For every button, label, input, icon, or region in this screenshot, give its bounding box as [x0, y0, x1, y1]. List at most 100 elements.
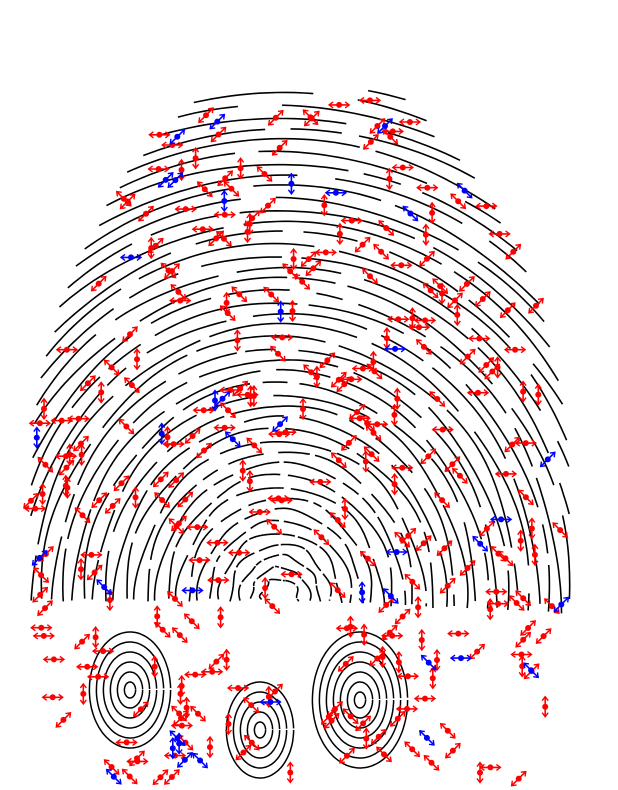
ridge-segment: [347, 285, 494, 385]
ridge-loop: [225, 681, 295, 779]
ridge-ending-marker: [414, 596, 422, 619]
ridge-ending-marker: [236, 391, 259, 399]
ridge-segment: [258, 150, 428, 185]
ridge-ending-marker: [535, 628, 552, 644]
ridge-segment: [527, 593, 530, 611]
ridge-ending-marker: [394, 608, 411, 625]
ridge-segment: [295, 585, 299, 599]
ridge-segment: [361, 497, 376, 514]
ridge-loop: [232, 691, 288, 769]
ridge-segment: [353, 371, 422, 419]
bifurcation-marker: [167, 172, 184, 188]
ridge-segment: [124, 339, 201, 387]
ridge-segment: [106, 163, 349, 207]
ridge-ending-marker: [176, 682, 185, 705]
ridge-segment: [446, 409, 513, 548]
ridge-ending-marker: [400, 527, 417, 544]
ridge-ending-marker: [151, 655, 159, 678]
ridge-segment: [275, 196, 459, 251]
ridge-ending-marker: [330, 371, 347, 388]
ridge-segment: [36, 333, 97, 406]
ridge-ending-marker: [58, 459, 75, 476]
ridge-ending-marker: [274, 428, 297, 436]
ridge-segment: [132, 381, 188, 424]
ridge-ending-marker: [243, 697, 260, 713]
ridge-segment: [514, 427, 534, 467]
ridge-segment: [245, 348, 276, 353]
ridge-segment: [143, 128, 266, 157]
ridge-loop: [102, 651, 158, 729]
ridge-segment: [465, 383, 539, 508]
ridge-ending-marker: [73, 435, 89, 452]
ridge-ending-marker: [320, 194, 328, 217]
ridge-ending-marker: [363, 134, 379, 150]
ridge-segment: [30, 421, 63, 486]
ridge-ending-marker: [515, 631, 532, 648]
ridge-ending-marker: [76, 663, 99, 671]
ridge-segment: [305, 549, 322, 572]
ridge-ending-marker: [219, 386, 242, 394]
ridge-segment: [236, 487, 284, 497]
ridge-ending-marker: [247, 385, 255, 408]
ridge-ending-marker: [113, 475, 130, 492]
bifurcation-marker: [272, 416, 288, 432]
ridge-ending-marker: [39, 482, 47, 506]
bifurcation-marker: [259, 698, 282, 706]
ridge-ending-marker: [453, 303, 461, 327]
ridge-ending-marker: [391, 163, 414, 172]
ridge-segment: [99, 509, 116, 553]
ridge-ending-marker: [147, 237, 164, 254]
ridge-ending-marker: [86, 673, 110, 681]
ridge-segment: [40, 308, 115, 379]
ridge-ending-marker: [62, 474, 70, 497]
ridge-ending-marker: [174, 205, 197, 213]
bifurcation-marker: [449, 654, 473, 662]
ridge-ending-marker: [177, 491, 194, 508]
ridge-ending-marker: [504, 436, 521, 453]
ridge-ending-marker: [346, 615, 355, 638]
bifurcation-marker: [539, 451, 556, 468]
ridge-ending-marker: [520, 620, 536, 636]
ridge-segment: [320, 483, 336, 493]
ridge-segment: [423, 487, 454, 576]
ridge-ending-marker: [24, 505, 47, 513]
ridge-ending-marker: [126, 757, 149, 765]
ridge-segment: [299, 277, 336, 284]
ridge-segment: [341, 506, 371, 549]
ridge-segment: [366, 468, 399, 510]
ridge-segment: [394, 204, 540, 305]
ridge-ending-marker: [445, 742, 461, 759]
ridge-segment: [255, 560, 262, 566]
ridge-ending-marker: [517, 529, 525, 552]
ridge-ending-marker: [431, 426, 454, 434]
ridge-segment: [262, 381, 288, 384]
ridge-ending-marker: [103, 359, 120, 376]
ridge-ending-marker: [494, 470, 518, 478]
ridge-segment: [290, 488, 337, 505]
ridge-segment: [393, 424, 427, 453]
ridge-segment: [67, 439, 120, 540]
ridge-segment: [64, 493, 76, 523]
ridge-ending-marker: [264, 598, 281, 614]
ridge-ending-marker: [423, 754, 440, 771]
ridge-ending-marker: [246, 437, 263, 454]
ridge-segment: [209, 322, 358, 339]
ridge-segment: [150, 447, 191, 486]
ridge-segment: [477, 347, 550, 454]
ridge-ending-marker: [413, 695, 437, 703]
ridge-segment: [362, 553, 373, 603]
ridge-ending-marker: [459, 348, 476, 365]
ridge-segment: [363, 173, 402, 186]
ridge-ending-marker: [256, 166, 273, 182]
ridge-segment: [338, 345, 437, 401]
ridge-segment: [106, 367, 127, 386]
ridge-segment: [112, 489, 148, 601]
ridge-ending-marker: [55, 346, 79, 354]
ridge-segment: [177, 105, 238, 118]
ridge-ending-marker: [243, 734, 260, 751]
ridge-ending-marker: [459, 560, 476, 576]
ridge-ending-marker: [381, 127, 404, 135]
ridge-segment: [193, 527, 214, 559]
ridge-loop: [339, 671, 381, 729]
ridge-segment: [280, 543, 306, 550]
